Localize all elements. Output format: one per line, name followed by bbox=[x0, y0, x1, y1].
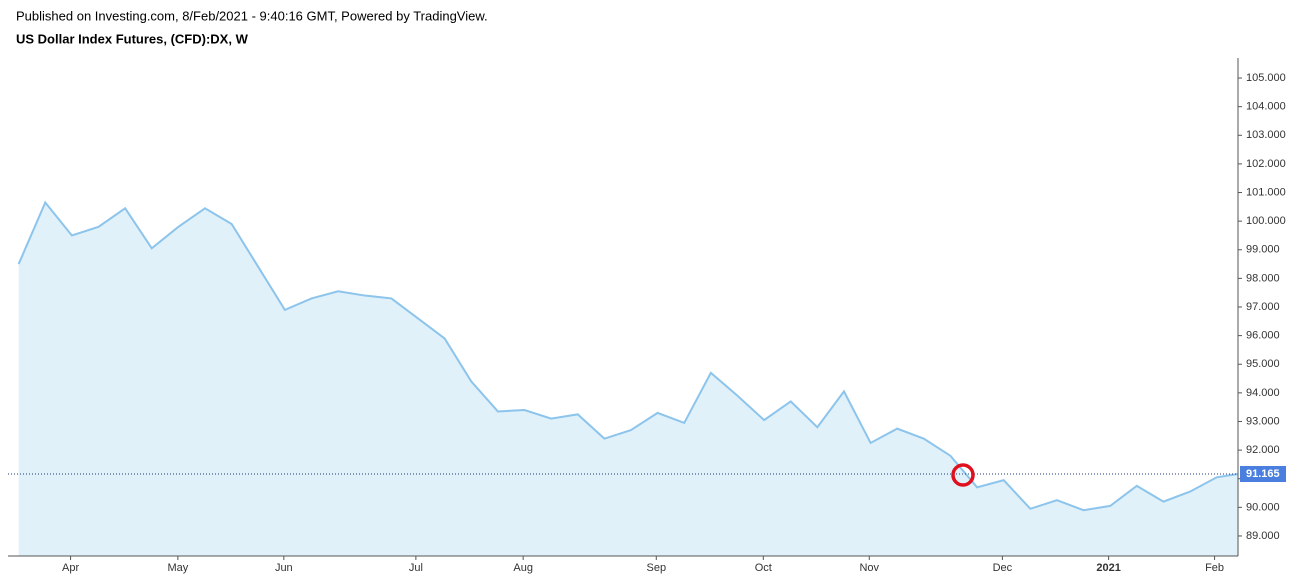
y-tick-label: 100.000 bbox=[1246, 215, 1286, 227]
x-tick-label: Sep bbox=[646, 562, 666, 574]
area-fill bbox=[18, 202, 1239, 556]
x-tick-label: Dec bbox=[993, 562, 1013, 574]
price-line bbox=[17, 200, 1239, 512]
x-tick-label: Oct bbox=[755, 562, 772, 574]
x-tick-label: Feb bbox=[1205, 562, 1224, 574]
x-tick-label: Aug bbox=[513, 562, 533, 574]
y-tick-label: 102.000 bbox=[1246, 158, 1286, 170]
y-tick-label: 104.000 bbox=[1246, 101, 1286, 113]
y-tick-label: 105.000 bbox=[1246, 72, 1286, 84]
x-tick-label: Apr bbox=[62, 562, 79, 574]
chart-title: US Dollar Index Futures, (CFD):DX, W bbox=[16, 31, 249, 46]
y-tick-label: 93.000 bbox=[1246, 415, 1280, 427]
y-tick-label: 96.000 bbox=[1246, 330, 1280, 342]
y-tick-label: 97.000 bbox=[1246, 301, 1280, 313]
y-tick-label: 92.000 bbox=[1246, 444, 1280, 456]
x-tick-label: Jul bbox=[409, 562, 423, 574]
x-tick-label: Nov bbox=[859, 562, 879, 574]
y-tick-label: 98.000 bbox=[1246, 272, 1280, 284]
current-price-label: 91.165 bbox=[1246, 468, 1280, 480]
y-tick-label: 94.000 bbox=[1246, 387, 1280, 399]
y-tick-label: 103.000 bbox=[1246, 129, 1286, 141]
published-note: Published on Investing.com, 8/Feb/2021 -… bbox=[16, 8, 488, 23]
current-price-box bbox=[1240, 466, 1286, 483]
x-tick-label: Jun bbox=[275, 562, 293, 574]
y-tick-label: 90.000 bbox=[1246, 501, 1280, 513]
y-tick-label: 101.000 bbox=[1246, 186, 1286, 198]
y-tick-label: 99.000 bbox=[1246, 244, 1280, 256]
y-tick-label: 89.000 bbox=[1246, 530, 1280, 542]
x-tick-label: May bbox=[167, 562, 188, 574]
y-tick-label: 95.000 bbox=[1246, 358, 1280, 370]
highlight-circle bbox=[951, 463, 975, 487]
x-tick-label: 2021 bbox=[1096, 562, 1120, 574]
